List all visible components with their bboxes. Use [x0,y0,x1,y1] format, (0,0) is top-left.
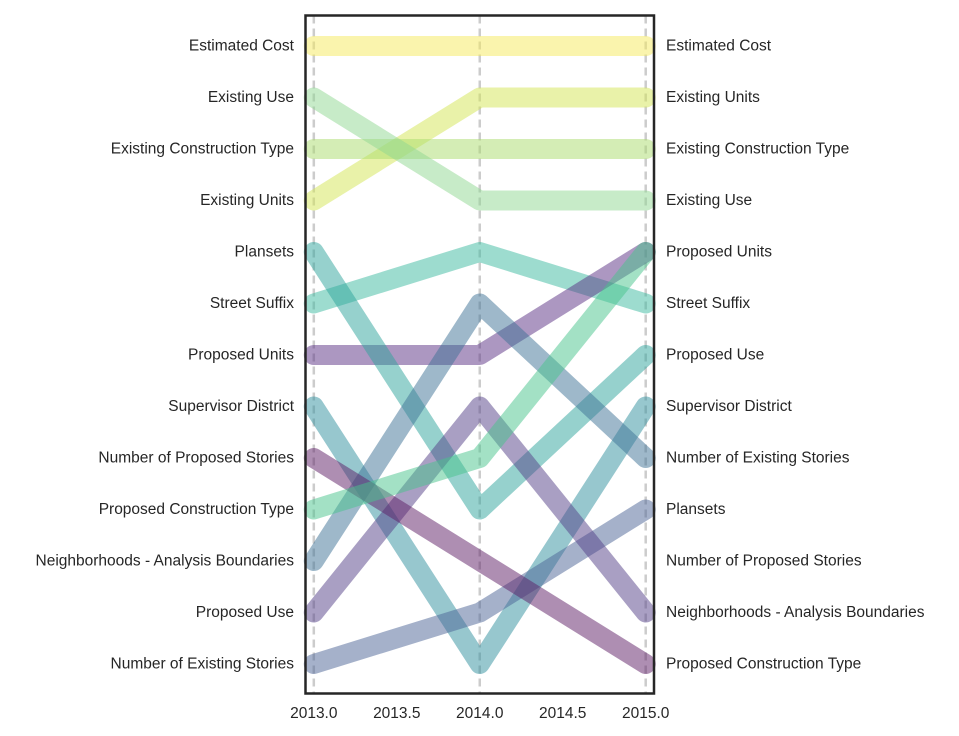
right-category-label: Existing Construction Type [666,141,849,158]
left-category-label: Number of Existing Stories [111,656,295,673]
right-category-label: Plansets [666,501,726,518]
series-line [303,293,656,571]
series-line [303,396,656,623]
right-category-label: Neighborhoods - Analysis Boundaries [666,604,925,621]
x-tick-labels: 2013.0 2013.5 2014.0 2014.5 2015.0 [290,705,670,722]
left-category-labels: Estimated Cost Existing Use Existing Const… [36,38,295,673]
x-tick-label: 2015.0 [622,705,670,722]
right-category-label: Existing Units [666,89,760,106]
left-category-label: Existing Construction Type [111,141,294,158]
x-tick-label: 2013.0 [290,705,338,722]
left-category-label: Proposed Construction Type [99,501,294,518]
right-category-label: Proposed Construction Type [666,656,861,673]
left-category-label: Supervisor District [168,398,294,415]
right-category-label: Number of Existing Stories [666,450,850,467]
left-category-label: Existing Use [208,89,294,106]
series-line [303,87,656,211]
left-category-label: Existing Units [200,192,294,209]
right-category-label: Street Suffix [666,295,750,312]
left-category-label: Street Suffix [210,295,294,312]
series-line [303,87,656,211]
left-category-label: Proposed Use [196,604,294,621]
x-tick-label: 2013.5 [373,705,420,722]
series-line [303,242,656,520]
left-category-label: Number of Proposed Stories [98,450,294,467]
right-category-label: Estimated Cost [666,38,772,55]
series-layer [303,36,656,674]
left-category-label: Proposed Units [188,347,294,364]
right-category-label: Proposed Use [666,347,764,364]
plot-frame [304,14,656,695]
left-category-label: Plansets [235,244,295,261]
right-category-label: Number of Proposed Stories [666,553,862,570]
right-category-label: Existing Use [666,192,752,209]
right-category-labels: Estimated Cost Existing Units Existing Con… [666,38,925,673]
right-category-label: Supervisor District [666,398,792,415]
right-category-label: Proposed Units [666,244,772,261]
left-category-label: Estimated Cost [189,38,295,55]
left-category-label: Neighborhoods - Analysis Boundaries [36,553,295,570]
x-tick-label: 2014.5 [539,705,586,722]
x-tick-label: 2014.0 [456,705,504,722]
